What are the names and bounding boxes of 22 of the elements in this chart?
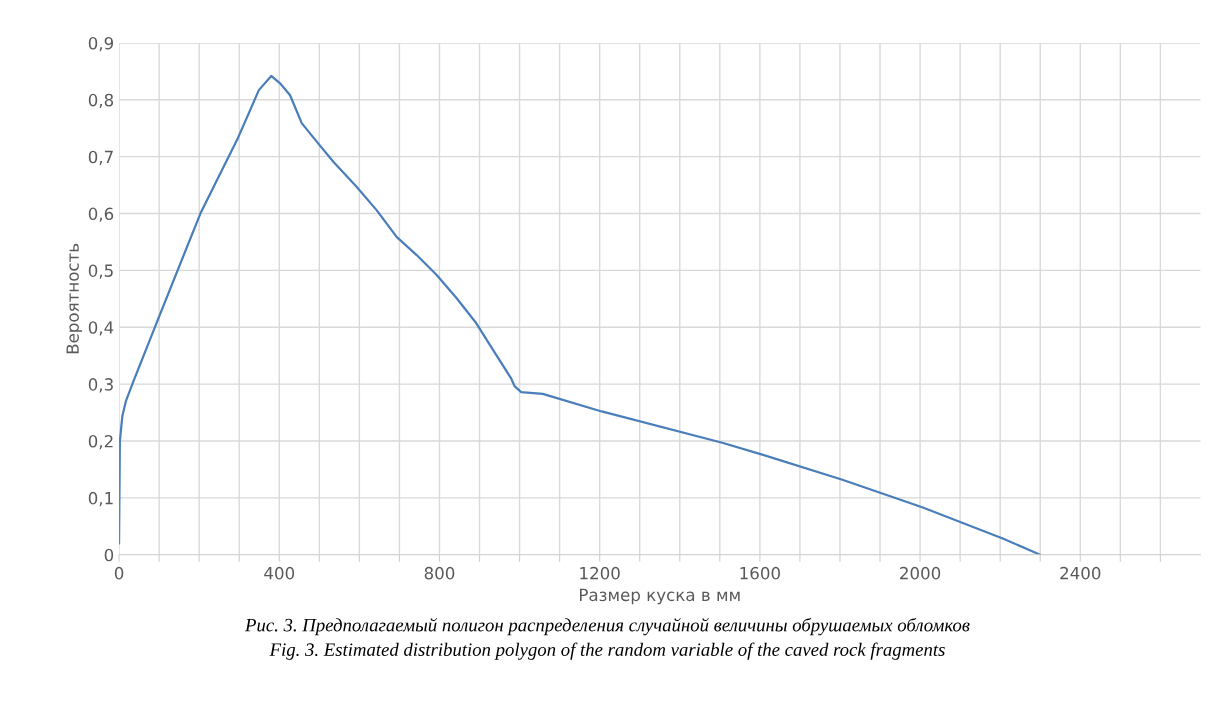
y-tick-label: 0,4 (88, 321, 114, 336)
text: Рис. 3. Предполагаемый полигон распределения случайной величины обрушаемых обломков (244, 617, 970, 636)
x-axis-title: Размер куска в мм (579, 588, 740, 605)
y-tick-label: 0,3 (88, 378, 113, 393)
line-series (119, 74, 1042, 555)
x-tick-label: 1200 (580, 566, 620, 580)
y-tick-label: 0,1 (88, 491, 113, 507)
x-tick-label: 1600 (740, 566, 780, 580)
y-axis-title: Вероятность (66, 243, 83, 354)
x-tick-label: 2000 (900, 566, 941, 580)
y-tick-label: 0,5 (88, 264, 113, 279)
x-tick-label: 800 (424, 566, 455, 580)
x-tick-label: 0 (114, 566, 124, 580)
caption: Fig. 3. Estimated distribution polygon of the random variable of the caved rock fragments (269, 642, 945, 660)
y-tick-label: 0,6 (88, 207, 114, 222)
x-tick-label: 400 (264, 566, 295, 580)
y-tick-label: 0,8 (88, 93, 114, 109)
y-tick-label: 0 (104, 548, 114, 562)
x-tick-label: 2400 (1060, 566, 1101, 580)
y-tick-label: 0,9 (88, 36, 114, 52)
y-tick-label: 0,2 (88, 434, 113, 450)
y-tick-label: 0,7 (88, 150, 113, 165)
